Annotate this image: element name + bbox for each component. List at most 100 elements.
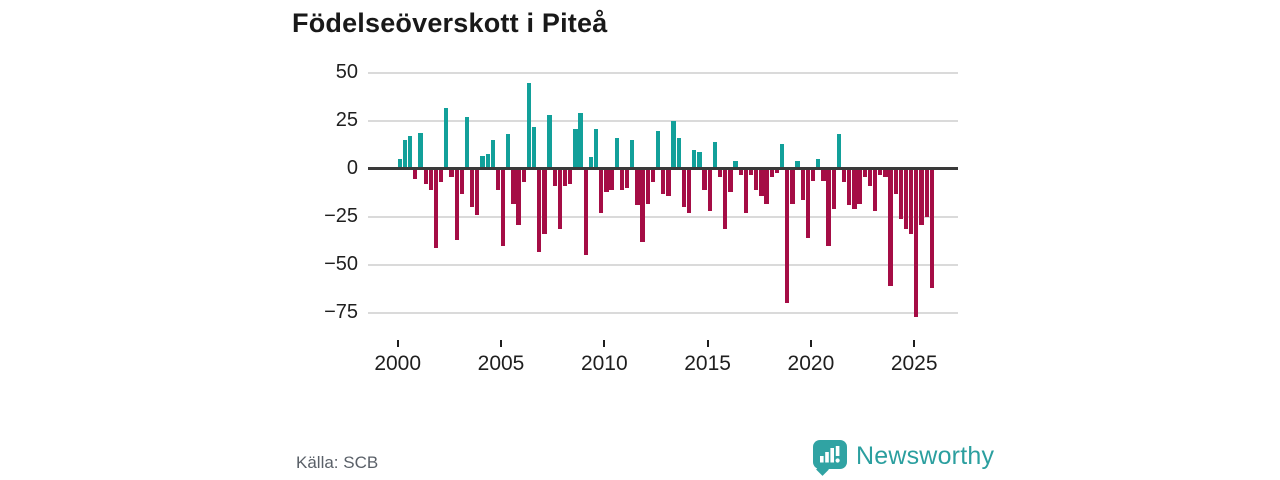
bar — [624, 169, 630, 189]
bar — [428, 169, 433, 191]
bar — [495, 169, 501, 191]
bar — [671, 121, 676, 169]
bar — [444, 107, 449, 169]
bar — [893, 169, 898, 194]
bar — [738, 169, 743, 175]
logo-mini-bars — [820, 446, 840, 463]
bar — [408, 136, 413, 169]
bar — [470, 169, 475, 208]
newsworthy-logo-text: Newsworthy — [856, 442, 995, 470]
bar — [526, 82, 532, 169]
x-tick-2025 — [913, 340, 916, 347]
bar — [480, 155, 485, 169]
bar — [614, 138, 619, 169]
x-axis-label-2005: 2005 — [477, 352, 525, 375]
x-axis-label-2015: 2015 — [684, 352, 731, 375]
bar — [418, 132, 423, 169]
bar — [810, 169, 816, 181]
bar — [588, 157, 594, 169]
bar — [878, 169, 883, 175]
bar — [485, 153, 490, 169]
bar — [413, 169, 418, 179]
bar — [542, 169, 547, 235]
bar — [521, 169, 526, 183]
bar — [759, 169, 764, 196]
bar — [562, 169, 568, 187]
y-axis-label-50: 50 — [335, 61, 358, 83]
logo-bubble — [813, 440, 847, 469]
bar — [619, 169, 625, 191]
bar — [697, 151, 702, 169]
bar — [800, 169, 805, 200]
bar — [593, 128, 599, 169]
bar — [795, 161, 800, 169]
bar — [903, 169, 909, 229]
bar — [852, 169, 857, 210]
bar — [692, 149, 697, 169]
bar-chart-speech-bubble-icon — [813, 440, 847, 476]
bar — [785, 169, 790, 304]
bar — [779, 144, 785, 169]
x-tick-2010 — [603, 340, 606, 347]
x-axis-label-2010: 2010 — [580, 352, 628, 375]
y-axis-label--50: −50 — [324, 253, 358, 275]
bar — [769, 169, 774, 177]
y-axis-label--25: −25 — [324, 205, 358, 227]
bar — [573, 128, 578, 169]
bar — [464, 117, 470, 169]
bar — [717, 169, 723, 177]
bar — [867, 169, 872, 187]
bar — [764, 169, 769, 204]
bar — [490, 140, 495, 169]
bar — [909, 169, 914, 235]
bar — [578, 113, 583, 169]
gridline--50 — [368, 264, 958, 266]
bar — [919, 169, 924, 225]
bar — [516, 169, 521, 225]
bar — [397, 159, 402, 169]
bar — [459, 169, 464, 194]
bar — [872, 169, 878, 212]
bar — [774, 169, 780, 173]
bar — [531, 126, 537, 169]
bar — [568, 169, 573, 185]
bar — [702, 169, 707, 191]
x-axis-label-2000: 2000 — [374, 352, 422, 375]
bar — [666, 169, 671, 196]
bar — [888, 169, 893, 287]
bar — [454, 169, 459, 241]
bar — [609, 169, 614, 191]
bar — [439, 169, 444, 183]
zero-axis-line — [368, 167, 958, 170]
x-axis-label-2020: 2020 — [787, 352, 835, 375]
bar — [743, 169, 749, 214]
bar — [506, 134, 511, 169]
source-label: Källa: SCB — [296, 453, 379, 472]
bar — [655, 130, 661, 169]
bar — [661, 169, 666, 194]
x-tick-2020 — [809, 340, 812, 347]
bar — [557, 169, 563, 229]
bar — [862, 169, 867, 177]
bar — [914, 169, 919, 317]
bar — [712, 142, 718, 169]
bar — [681, 169, 687, 208]
bar — [883, 169, 888, 177]
bar — [449, 169, 454, 177]
bar — [552, 169, 557, 187]
chart-title: Födelseöverskott i Piteå — [292, 8, 608, 38]
bar — [511, 169, 516, 204]
bar — [423, 169, 428, 185]
bar — [475, 169, 480, 216]
bar — [686, 169, 692, 214]
bar — [728, 169, 733, 193]
bar — [645, 169, 650, 204]
bar — [836, 134, 842, 169]
bar — [733, 161, 738, 169]
bar — [929, 169, 934, 289]
bar — [805, 169, 811, 239]
bar — [635, 169, 640, 206]
x-tick-2000 — [396, 340, 399, 347]
x-tick-2005 — [500, 340, 502, 347]
